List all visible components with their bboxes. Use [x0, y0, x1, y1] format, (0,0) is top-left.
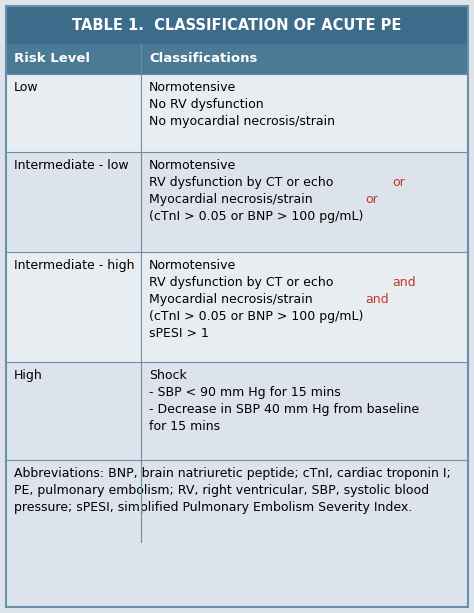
Text: or: or [365, 193, 378, 206]
Text: Myocardial necrosis/strain: Myocardial necrosis/strain [149, 293, 317, 306]
Text: and: and [392, 276, 416, 289]
Text: No RV dysfunction: No RV dysfunction [149, 98, 264, 111]
Text: for 15 mins: for 15 mins [149, 420, 220, 433]
Text: RV dysfunction by CT or echo: RV dysfunction by CT or echo [149, 176, 337, 189]
Text: Shock: Shock [149, 369, 187, 382]
Bar [6, 152, 468, 252]
Text: Normotensive: Normotensive [149, 81, 236, 94]
Text: No myocardial necrosis/strain: No myocardial necrosis/strain [149, 115, 335, 128]
Text: (cTnI > 0.05 or BNP > 100 pg/mL): (cTnI > 0.05 or BNP > 100 pg/mL) [149, 310, 364, 323]
Text: Intermediate - high: Intermediate - high [14, 259, 135, 272]
Text: Classifications: Classifications [149, 53, 257, 66]
Text: Normotensive: Normotensive [149, 259, 236, 272]
Bar [6, 44, 468, 74]
Bar [6, 74, 468, 152]
Bar [6, 460, 468, 542]
Text: - SBP < 90 mm Hg for 15 mins: - SBP < 90 mm Hg for 15 mins [149, 386, 341, 399]
Text: Risk Level: Risk Level [14, 53, 90, 66]
Text: sPESI > 1: sPESI > 1 [149, 327, 209, 340]
Text: Intermediate - low: Intermediate - low [14, 159, 128, 172]
Text: RV dysfunction by CT or echo: RV dysfunction by CT or echo [149, 276, 337, 289]
Text: PE, pulmonary embolism; RV, right ventricular, SBP, systolic blood: PE, pulmonary embolism; RV, right ventri… [14, 484, 429, 497]
Bar [6, 6, 468, 44]
Text: Abbreviations: BNP, brain natriuretic peptide; cTnI, cardiac troponin I;: Abbreviations: BNP, brain natriuretic pe… [14, 467, 451, 480]
Text: Myocardial necrosis/strain: Myocardial necrosis/strain [149, 193, 317, 206]
Text: - Decrease in SBP 40 mm Hg from baseline: - Decrease in SBP 40 mm Hg from baseline [149, 403, 419, 416]
Text: High: High [14, 369, 43, 382]
Bar [6, 362, 468, 460]
Text: TABLE 1.  CLASSIFICATION OF ACUTE PE: TABLE 1. CLASSIFICATION OF ACUTE PE [73, 18, 401, 32]
Bar [6, 252, 468, 362]
Text: Low: Low [14, 81, 38, 94]
Text: (cTnI > 0.05 or BNP > 100 pg/mL): (cTnI > 0.05 or BNP > 100 pg/mL) [149, 210, 364, 223]
Text: and: and [365, 293, 389, 306]
Text: or: or [392, 176, 405, 189]
Text: pressure; sPESI, simplified Pulmonary Embolism Severity Index.: pressure; sPESI, simplified Pulmonary Em… [14, 501, 412, 514]
Text: Normotensive: Normotensive [149, 159, 236, 172]
